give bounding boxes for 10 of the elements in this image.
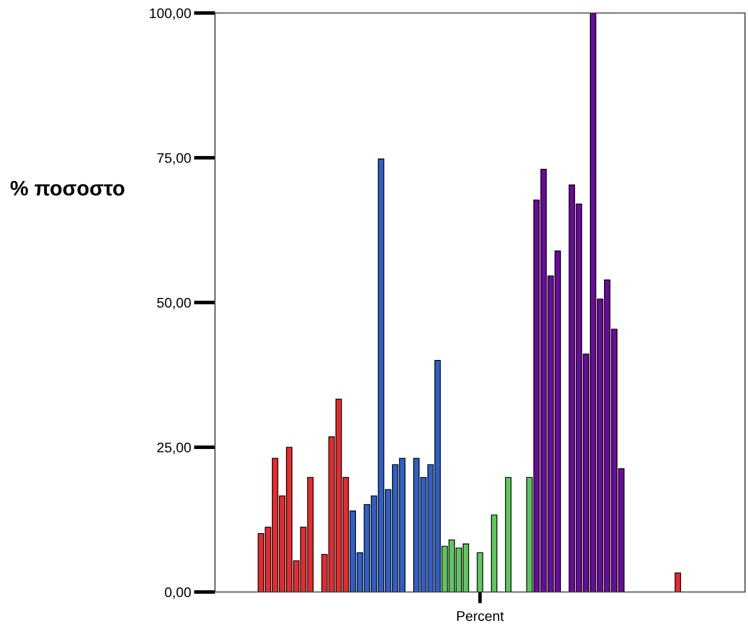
y-tick-label: 100,00 (150, 8, 191, 20)
y-tick-label: 25,00 (157, 442, 191, 454)
y-tick-label: 75,00 (157, 153, 191, 165)
bar (505, 476, 512, 592)
y-tick-label: 50,00 (157, 298, 191, 310)
y-tick-label: 0,00 (164, 587, 191, 599)
y-axis-title: % ποσοστο (10, 180, 124, 196)
x-axis-title: Percent (457, 611, 504, 621)
bar (674, 572, 682, 592)
bar (490, 514, 498, 592)
